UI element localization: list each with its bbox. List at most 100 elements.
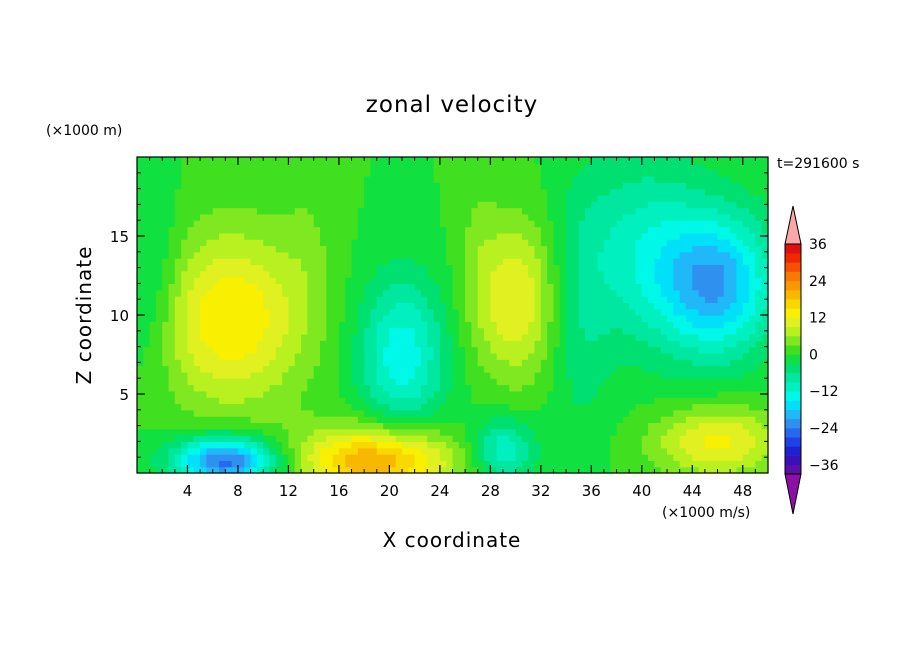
field-cell: [187, 226, 195, 234]
field-cell: [288, 182, 296, 190]
field-cell: [383, 188, 390, 196]
field-cell: [749, 175, 756, 183]
field-cell: [635, 277, 643, 284]
field-cell: [685, 308, 693, 316]
field-cell: [704, 251, 712, 259]
field-cell: [206, 182, 214, 190]
field-cell: [200, 277, 208, 284]
field-cell: [521, 352, 529, 360]
field-cell: [559, 264, 567, 272]
field-cell: [200, 365, 208, 373]
field-cell: [256, 302, 264, 310]
field-cell: [540, 308, 548, 316]
field-cell: [458, 447, 466, 455]
field-cell: [282, 289, 290, 297]
field-cell: [685, 346, 693, 354]
field-cell: [256, 232, 264, 240]
field-cell: [439, 157, 447, 164]
field-cell: [338, 175, 346, 183]
field-cell: [465, 264, 473, 272]
field-cell: [610, 384, 618, 392]
field-cell: [515, 346, 523, 354]
field-cell: [591, 409, 599, 417]
field-cell: [622, 245, 630, 253]
field-cell: [288, 169, 296, 177]
field-cell: [490, 264, 498, 272]
field-cell: [591, 460, 599, 468]
field-cell: [338, 277, 346, 284]
field-cell: [402, 416, 409, 424]
field-cell: [181, 308, 189, 316]
field-cell: [742, 371, 750, 379]
field-cell: [383, 454, 390, 461]
field-cell: [591, 245, 599, 253]
field-cell: [282, 157, 290, 164]
field-cell: [439, 163, 447, 171]
field-cell: [219, 169, 226, 177]
field-cell: [685, 390, 693, 398]
field-cell: [212, 403, 220, 411]
field-cell: [395, 466, 403, 474]
field-cell: [269, 447, 277, 455]
field-cell: [749, 182, 756, 190]
field-cell: [616, 207, 624, 215]
field-cell: [540, 454, 548, 461]
field-cell: [717, 182, 725, 190]
field-cell: [143, 422, 151, 430]
field-cell: [648, 359, 656, 367]
field-cell: [597, 378, 605, 386]
field-cell: [490, 239, 498, 247]
field-cell: [673, 466, 681, 474]
field-cell: [433, 428, 441, 436]
field-cell: [137, 220, 144, 228]
field-cell: [484, 264, 491, 272]
field-cell: [515, 454, 523, 461]
field-cell: [212, 194, 220, 202]
field-cell: [168, 220, 176, 228]
field-cell: [749, 378, 756, 386]
field-cell: [370, 188, 378, 196]
field-cell: [679, 277, 687, 284]
field-cell: [294, 327, 302, 335]
field-cell: [326, 213, 334, 221]
field-cell: [521, 409, 529, 417]
field-cell: [616, 321, 624, 329]
field-cell: [692, 258, 700, 266]
field-cell: [446, 264, 454, 272]
field-cell: [490, 163, 498, 171]
field-cell: [502, 157, 510, 164]
field-cell: [162, 245, 170, 253]
field-cell: [345, 163, 353, 171]
field-cell: [471, 333, 479, 341]
field-cell: [174, 157, 182, 164]
field-cell: [477, 302, 485, 310]
field-cell: [200, 384, 208, 392]
field-cell: [313, 308, 321, 316]
field-cell: [168, 296, 176, 303]
field-cell: [357, 245, 365, 253]
field-cell: [225, 378, 233, 386]
field-cell: [288, 428, 296, 436]
field-cell: [635, 157, 643, 164]
field-cell: [402, 220, 409, 228]
field-cell: [667, 163, 674, 171]
field-cell: [383, 175, 390, 183]
field-cell: [572, 466, 580, 474]
field-cell: [206, 460, 214, 468]
field-cell: [187, 416, 195, 424]
field-cell: [521, 441, 529, 449]
field-cell: [250, 441, 258, 449]
field-cell: [490, 226, 498, 234]
field-cell: [338, 302, 346, 310]
field-cell: [427, 466, 435, 474]
field-cell: [149, 365, 157, 373]
field-cell: [692, 213, 700, 221]
field-cell: [736, 359, 744, 367]
field-cell: [427, 371, 435, 379]
field-cell: [149, 201, 157, 209]
field-cell: [383, 308, 390, 316]
field-cell: [736, 365, 744, 373]
field-cell: [622, 308, 630, 316]
field-cell: [717, 264, 725, 272]
field-cell: [256, 359, 264, 367]
